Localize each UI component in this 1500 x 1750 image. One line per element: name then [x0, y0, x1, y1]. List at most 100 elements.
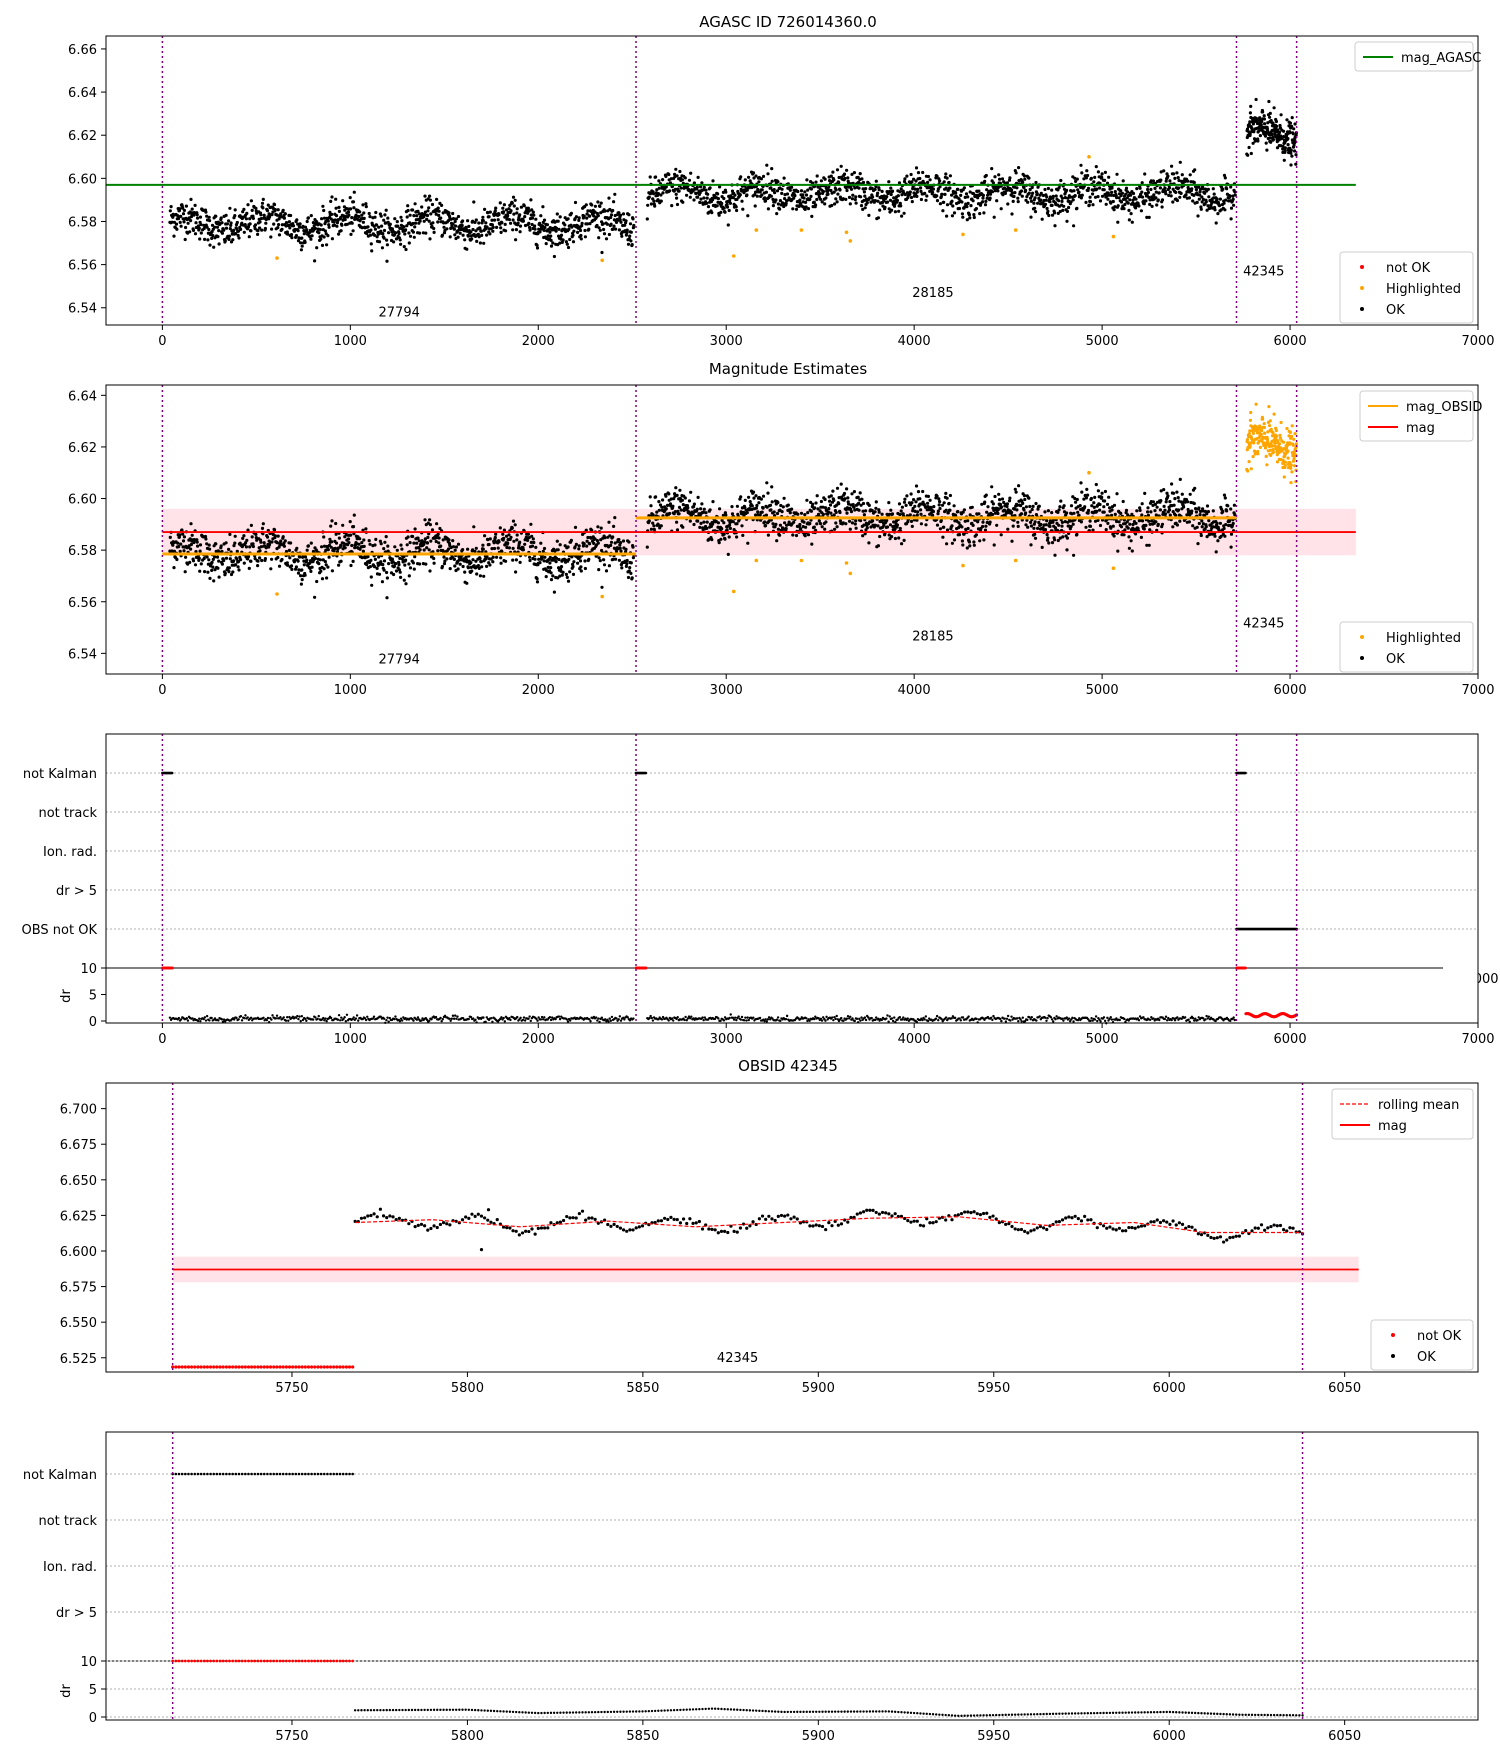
p1-ok-point — [692, 181, 697, 185]
p1-ok-point — [540, 226, 544, 230]
p1-ok-point — [1192, 180, 1196, 185]
p2-point — [402, 555, 406, 559]
p1-ok-point — [944, 172, 948, 176]
p1-ok-point — [207, 215, 211, 219]
p1-ok-point — [967, 213, 972, 217]
p2-point — [413, 555, 417, 559]
p1-ok-point — [259, 213, 263, 217]
p2-point — [750, 504, 754, 508]
p2-point — [652, 524, 656, 528]
p1-ok-point — [398, 226, 402, 230]
p1-ok-point — [625, 231, 629, 235]
p2-point — [1016, 520, 1020, 524]
p1-ok-point — [716, 197, 721, 201]
p2-point — [431, 550, 435, 554]
p1-ok-point — [1157, 191, 1161, 195]
p1-ok-point — [1283, 146, 1287, 150]
p2-point — [296, 559, 300, 563]
p2-point — [778, 533, 782, 537]
p1-highlighted-point — [754, 228, 759, 232]
p1-ok-point — [510, 201, 514, 205]
p1-ok-point — [938, 185, 942, 189]
p1-ok-point — [277, 233, 282, 237]
p1-ok-point — [670, 204, 674, 208]
p2-point — [1053, 538, 1057, 542]
p1-ok-point — [961, 215, 965, 219]
p1-ok-point — [619, 213, 623, 217]
p1-ok-point — [801, 200, 805, 204]
p1-ok-point — [1194, 188, 1198, 192]
p2-point — [754, 506, 759, 510]
p2-point — [948, 508, 952, 512]
p1-ok-point — [909, 195, 914, 200]
p1-ok-point — [1005, 181, 1010, 185]
p2-point — [224, 556, 229, 560]
p1-ok-point — [892, 204, 897, 208]
p2-point — [661, 498, 665, 502]
p1-ok-point — [981, 196, 985, 200]
p1-ok-point — [976, 196, 980, 200]
p1-ok-point — [461, 219, 465, 223]
p2-point — [1028, 504, 1032, 509]
p2-point — [596, 541, 600, 545]
p2-point — [613, 516, 617, 520]
p1-ok-point — [1294, 153, 1298, 157]
p1-ok-point — [783, 193, 787, 197]
p1-ok-point — [403, 232, 407, 236]
p1-ok-point — [1177, 186, 1181, 190]
p1-ok-point — [580, 221, 584, 225]
p2-point — [452, 557, 456, 562]
p1-ok-point — [815, 197, 819, 202]
p2-point — [408, 541, 412, 545]
p2-point — [195, 538, 199, 542]
p2-point — [696, 519, 700, 523]
p1-ok-point — [941, 209, 945, 213]
p1-ok-point — [535, 243, 539, 247]
p2-point — [972, 540, 976, 544]
p2-point — [398, 556, 402, 561]
p1-ok-point — [964, 192, 969, 196]
p2-point — [897, 502, 902, 506]
p2-point — [913, 504, 917, 508]
p2-point — [481, 543, 485, 547]
p2-point — [956, 510, 960, 514]
p1-ok-point — [261, 197, 265, 201]
p1-ok-point — [512, 212, 516, 216]
p2-point — [861, 534, 865, 538]
p1-ok-point — [1198, 193, 1202, 197]
p2-point — [781, 505, 785, 509]
p1-ok-point — [1131, 191, 1136, 196]
p2-point — [844, 522, 848, 526]
p2-point — [698, 525, 702, 530]
p1-ok-point — [1225, 187, 1229, 191]
p2-point — [861, 509, 865, 513]
p2-point — [673, 492, 677, 496]
p1-ok-point — [471, 227, 475, 232]
p2-point — [857, 501, 861, 505]
p2-point — [681, 503, 685, 507]
p2-point — [322, 567, 326, 571]
p1-ok-point — [627, 213, 631, 217]
p1-ok-point — [776, 202, 781, 206]
p2-point — [1069, 525, 1073, 529]
p1-ok-point — [721, 190, 726, 194]
p1-ok-point — [604, 237, 609, 241]
p2-point — [776, 527, 781, 531]
p1-ok-point — [286, 232, 290, 236]
p1-ok-point — [753, 193, 757, 197]
p1-ok-point — [199, 231, 203, 235]
p1-ok-point — [1286, 143, 1290, 147]
p2-point — [289, 564, 294, 568]
p2-point — [516, 546, 521, 550]
p1-ok-point — [880, 189, 884, 193]
p1-ok-point — [1065, 188, 1069, 192]
p2-point — [384, 535, 388, 539]
p1-ok-point — [527, 209, 531, 213]
p2-point — [427, 548, 431, 552]
p1-ok-point — [1013, 191, 1017, 195]
p1-ok-point — [982, 211, 986, 215]
p1-ok-point — [377, 225, 381, 229]
p1-ok-point — [497, 212, 501, 217]
p1-ok-point — [1278, 123, 1282, 128]
p2-point — [447, 538, 451, 542]
